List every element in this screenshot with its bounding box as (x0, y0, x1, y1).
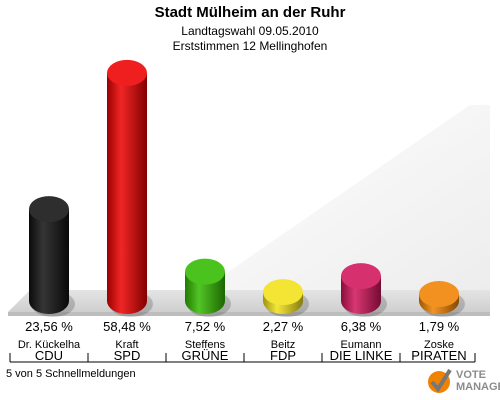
value-label: 2,27 % (263, 319, 304, 334)
bar-die-linke (341, 263, 387, 317)
bar-top (341, 263, 381, 290)
bar-cdu (29, 196, 75, 317)
chart-subtitle-election: Landtagswahl 09.05.2010 (181, 24, 319, 38)
chart-title: Stadt Mülheim an der Ruhr (154, 4, 346, 21)
value-label: 23,56 % (25, 319, 73, 334)
candidate-label: Zoske (424, 339, 454, 351)
value-label: 7,52 % (185, 319, 226, 334)
bar-piraten (419, 281, 465, 317)
value-label: 58,48 % (103, 319, 151, 334)
party-label: GRÜNE (182, 348, 229, 363)
value-label: 6,38 % (341, 319, 382, 334)
logo-text-line1: VOTE (456, 369, 486, 381)
party-label: PIRATEN (411, 348, 466, 363)
party-label: SPD (114, 348, 141, 363)
bar-top (419, 281, 459, 308)
bar-grüne (185, 258, 231, 317)
bar-top (263, 279, 303, 306)
candidate-label: Beitz (271, 339, 295, 351)
candidate-label: Kraft (115, 339, 138, 351)
bar-body (107, 72, 147, 314)
candidate-label: Eumann (341, 339, 382, 351)
chart-subtitle-district: Erststimmen 12 Mellinghofen (172, 39, 328, 53)
bar-body (29, 209, 69, 314)
bar-top (185, 258, 225, 285)
bar-spd (107, 59, 153, 317)
bar-top (29, 196, 69, 223)
party-label: CDU (35, 348, 63, 363)
candidate-label: Steffens (185, 339, 226, 351)
vote-manager-logo: VOTE MANAGER (426, 366, 500, 398)
check-icon (428, 368, 452, 393)
party-label: FDP (270, 348, 296, 363)
candidate-label: Dr. Kückelha (18, 339, 81, 351)
bar-fdp (263, 279, 309, 317)
party-label: DIE LINKE (330, 348, 393, 363)
value-label: 1,79 % (419, 319, 460, 334)
logo-text-line2: MANAGER (456, 381, 500, 393)
status-text: 5 von 5 Schnellmeldungen (6, 368, 136, 380)
chart-backdrop (8, 105, 490, 316)
bar-top (107, 59, 147, 86)
